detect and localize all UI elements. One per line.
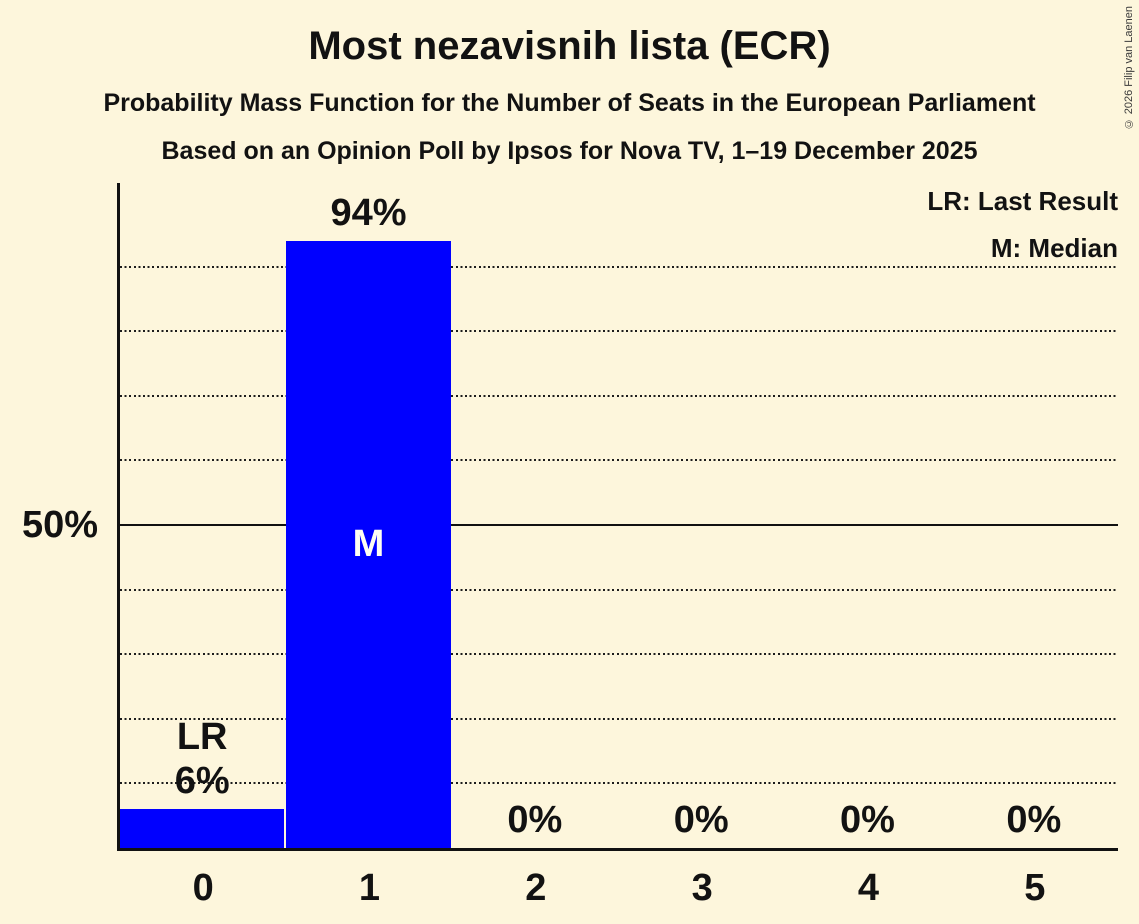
x-tick-label-4: 4 (857, 867, 880, 909)
bar-seats-0 (120, 809, 285, 848)
x-tick-label-3: 3 (691, 867, 713, 909)
bar-value-label-1: 94% (330, 191, 407, 234)
bar-slot-3: 0% (619, 183, 785, 848)
bar-value-label-2: 0% (507, 799, 563, 841)
x-tick-label-2: 2 (525, 867, 547, 909)
gridline-10-pct (120, 782, 1118, 785)
bar-slot-1: 94% M (286, 183, 452, 848)
x-axis-tick-labels: 0 1 2 3 4 5 (120, 866, 1118, 910)
bar-slot-2: 0% (453, 183, 619, 848)
x-tick-label-0: 0 (192, 867, 214, 909)
bar-seats-1 (286, 240, 451, 848)
legend-last-result: LR: Last Result (927, 186, 1118, 216)
annotation-lr-0: LR (176, 716, 228, 759)
bar-slot-0: 6% LR (120, 183, 286, 848)
x-tick-label-1: 1 (358, 867, 381, 909)
bar-value-label-5: 0% (1006, 799, 1062, 841)
gridline-20-pct (120, 717, 1118, 720)
gridline-80-pct (120, 330, 1118, 333)
bar-value-label-4: 0% (840, 799, 895, 841)
gridline-60-pct (120, 459, 1118, 462)
gridline-50-pct-solid (120, 524, 1118, 526)
x-tick-label-5: 5 (1024, 867, 1046, 909)
legend-median: M: Median (990, 233, 1118, 263)
bar-slot-5: 0% (952, 183, 1118, 848)
gridline-30-pct (120, 653, 1118, 656)
chart-source-line: Based on an Opinion Poll by Ipsos for No… (161, 137, 978, 165)
y-axis-tick-label: 50% (21, 504, 98, 546)
y-axis-line (117, 183, 120, 851)
copyright-notice: © 2026 Filip van Laenen (1123, 6, 1135, 130)
bar-value-label-3: 0% (673, 799, 729, 841)
bar-value-label-0: 6% (174, 760, 230, 803)
plot-area: 6% LR 94% M 0% 0% 0% 0% (117, 183, 1118, 851)
gridline-40-pct (120, 588, 1118, 591)
gridline-70-pct (120, 394, 1118, 397)
gridline-90-pct (120, 265, 1118, 268)
chart-title: Most nezavisnih lista (ECR) (308, 24, 831, 68)
bars-container: 6% LR 94% M 0% 0% 0% 0% (120, 183, 1118, 848)
bar-slot-4: 0% (785, 183, 951, 848)
chart-subtitle: Probability Mass Function for the Number… (103, 89, 1036, 117)
x-axis-line (117, 848, 1118, 851)
annotation-m-1: M (352, 523, 385, 566)
